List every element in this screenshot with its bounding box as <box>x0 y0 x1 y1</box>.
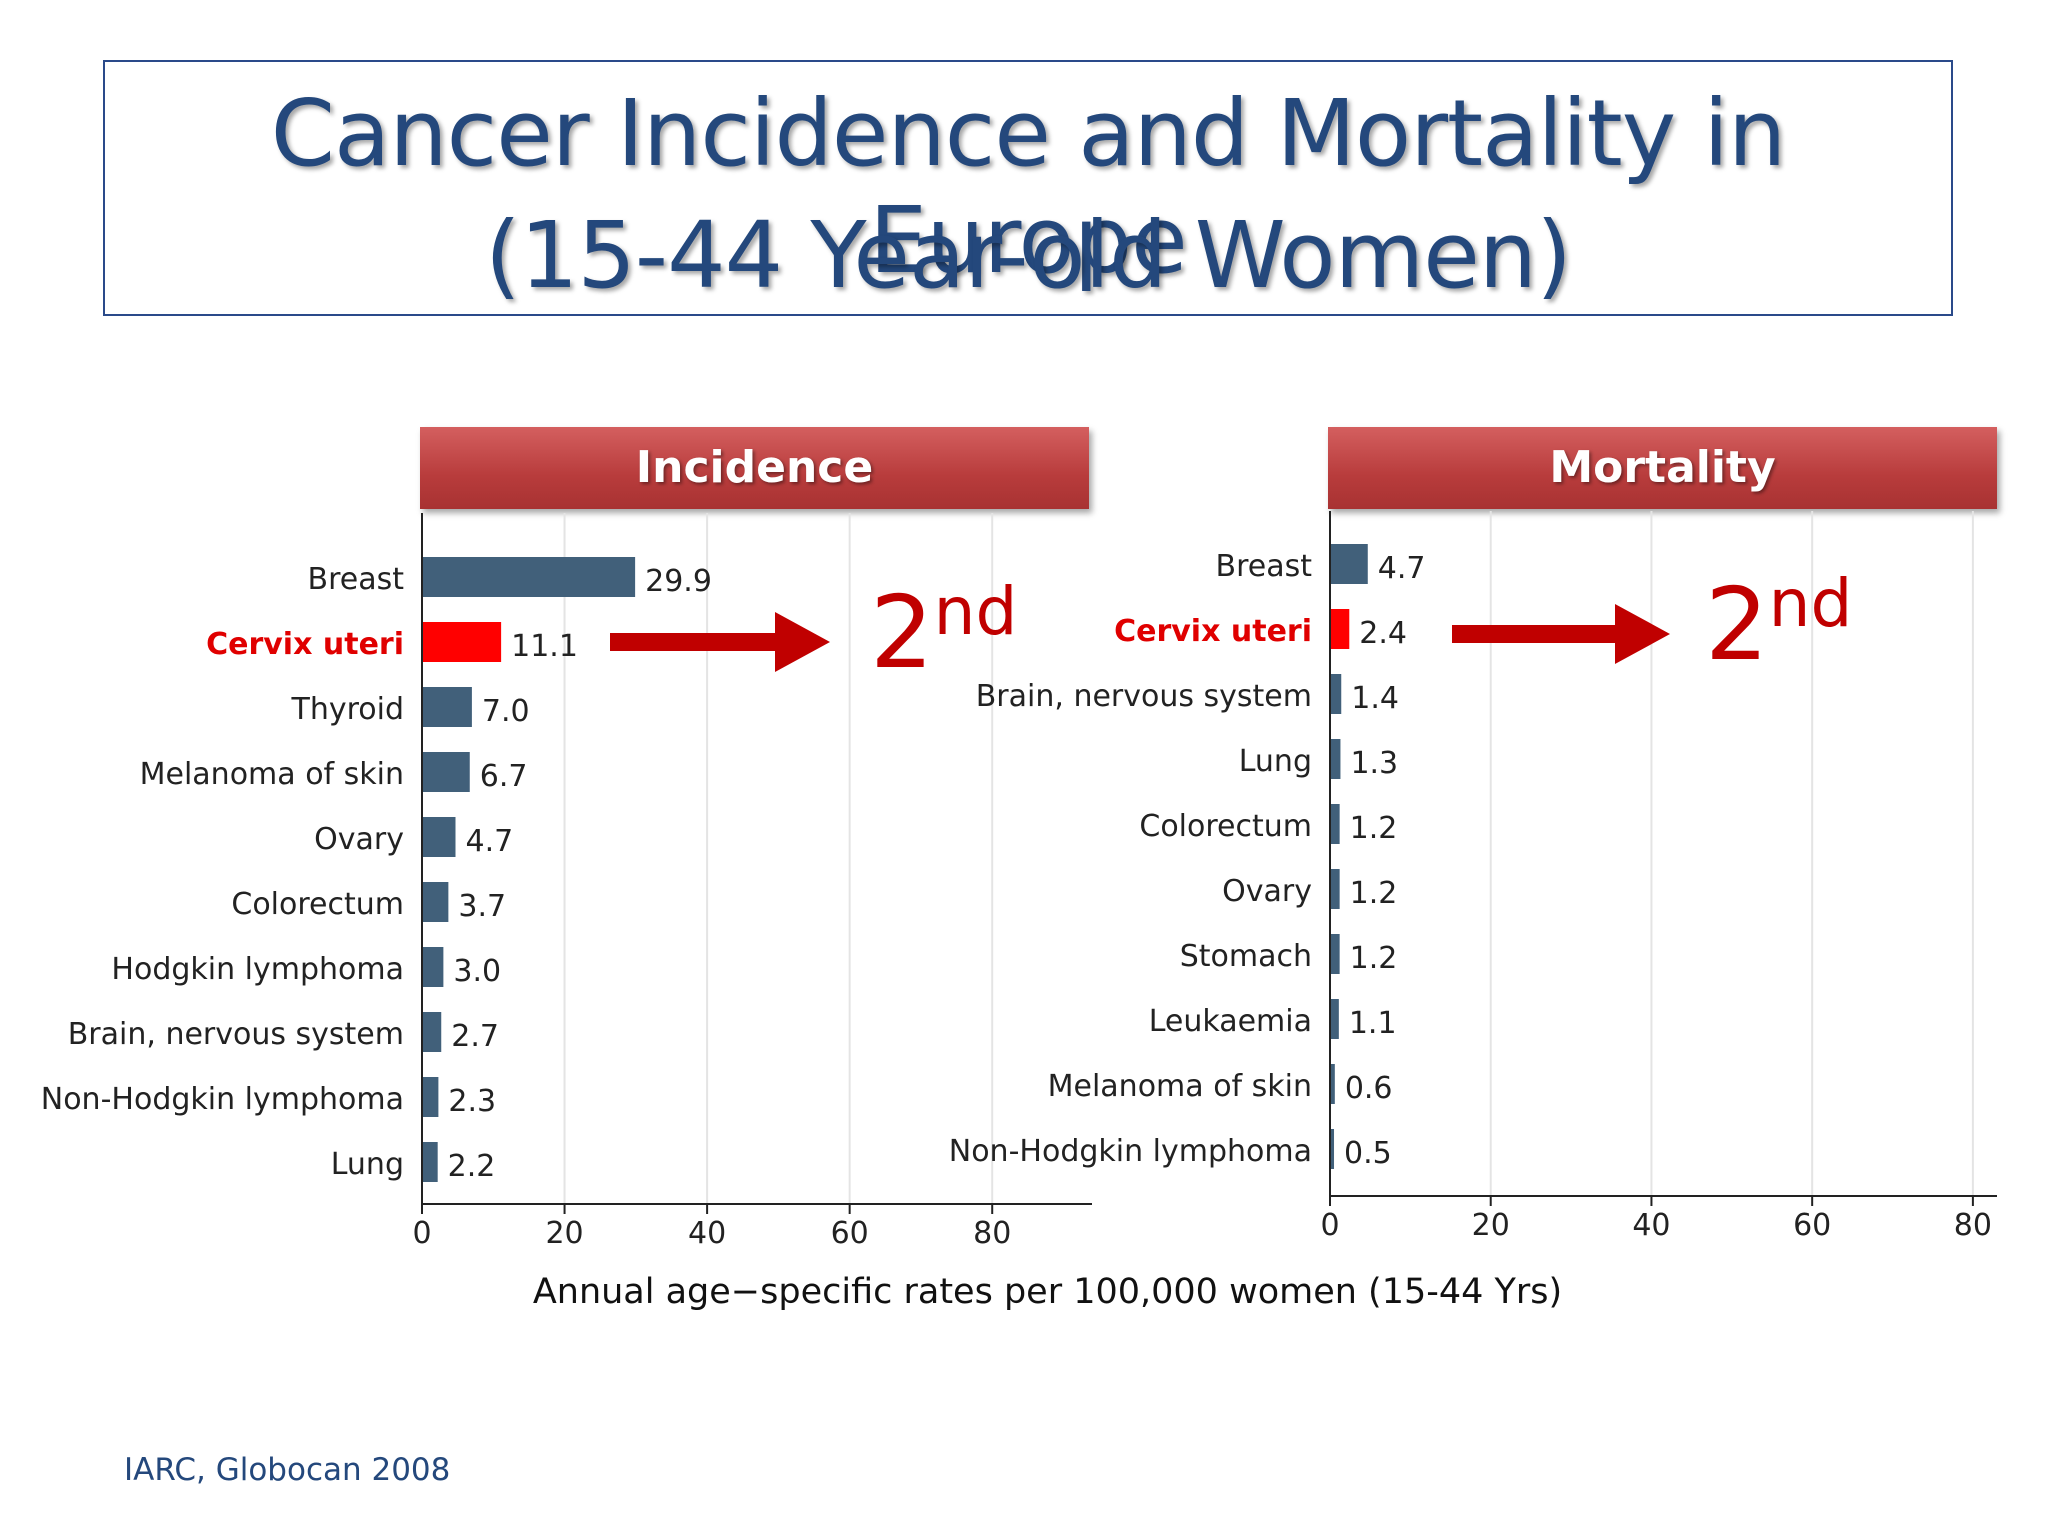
bar-leukaemia <box>1330 999 1339 1039</box>
mortality-rank-suffix: nd <box>1768 565 1853 642</box>
title-box: Cancer Incidence and Mortality in Europe… <box>103 60 1953 316</box>
value-label: 2.4 <box>1359 616 1407 651</box>
bar-ovary <box>1330 869 1340 909</box>
category-label: Non-Hodgkin lymphoma <box>41 1082 404 1117</box>
incidence-rank-suffix: nd <box>933 573 1018 650</box>
bar-hodgkin-lymphoma <box>422 947 444 987</box>
value-label: 1.2 <box>1350 811 1398 846</box>
category-label: Melanoma of skin <box>1048 1069 1312 1104</box>
mortality-arrow-head <box>1615 604 1670 664</box>
x-tick-label: 80 <box>973 1216 1011 1251</box>
incidence-arrow-head <box>775 612 830 672</box>
value-label: 1.4 <box>1351 681 1399 716</box>
category-label: Ovary <box>314 822 404 857</box>
value-label: 11.1 <box>511 629 578 664</box>
bar-brain-nervous-system <box>422 1012 442 1052</box>
category-label: Colorectum <box>1139 809 1312 844</box>
mortality-rank-number: 2 <box>1705 566 1769 683</box>
bar-brain-nervous-system <box>1330 674 1342 714</box>
category-label: Brain, nervous system <box>68 1017 404 1052</box>
x-tick-label: 80 <box>1954 1208 1992 1243</box>
x-tick-label: 60 <box>1793 1208 1831 1243</box>
x-tick-label: 20 <box>545 1216 583 1251</box>
value-label: 0.6 <box>1345 1071 1393 1106</box>
x-axis-label: Annual age−specific rates per 100,000 wo… <box>532 1272 1563 1312</box>
bar-thyroid <box>422 687 472 727</box>
incidence-rank-label: 2nd <box>870 579 1017 683</box>
rank-arrows <box>610 604 1670 672</box>
category-label: Lung <box>1239 744 1312 779</box>
category-label: Non-Hodgkin lymphoma <box>949 1134 1312 1169</box>
category-label: Cervix uteri <box>206 627 404 662</box>
category-label: Lung <box>331 1147 404 1182</box>
bar-colorectum <box>1330 804 1340 844</box>
bar-cervix-uteri <box>422 622 502 662</box>
source-citation: IARC, Globocan 2008 <box>124 1452 451 1488</box>
bar-breast <box>422 557 636 597</box>
bar-melanoma-of-skin <box>422 752 470 792</box>
value-label: 0.5 <box>1344 1136 1392 1171</box>
value-label: 7.0 <box>482 694 530 729</box>
value-label: 2.2 <box>448 1149 496 1184</box>
x-tick-label: 20 <box>1472 1208 1510 1243</box>
category-label: Ovary <box>1222 874 1312 909</box>
value-label: 1.3 <box>1350 746 1398 781</box>
category-label: Leukaemia <box>1149 1004 1312 1039</box>
category-label: Colorectum <box>231 887 404 922</box>
value-label: 1.2 <box>1350 876 1398 911</box>
bar-colorectum <box>422 882 449 922</box>
value-label: 4.7 <box>1378 551 1426 586</box>
mortality-banner: Mortality <box>1328 427 1997 509</box>
value-label: 29.9 <box>645 564 712 599</box>
mortality-arrow-shaft <box>1452 625 1620 643</box>
incidence-chart: Breast 29.9 Cervix uteri 11.1 Thyroid 7.0 Mela… <box>41 513 1092 1251</box>
incidence-rank-number: 2 <box>870 574 934 691</box>
category-label: Thyroid <box>291 692 405 727</box>
x-tick-label: 60 <box>831 1216 869 1251</box>
incidence-arrow-shaft <box>610 633 780 651</box>
value-label: 2.3 <box>448 1084 496 1119</box>
bar-non-hodgkin-lymphoma <box>1330 1129 1335 1169</box>
category-label: Cervix uteri <box>1114 614 1312 649</box>
bar-breast <box>1330 544 1368 584</box>
slide-title-line-2: (15-44 Year-old Women) <box>484 202 1572 309</box>
bar-melanoma-of-skin <box>1330 1064 1335 1104</box>
value-label: 1.1 <box>1349 1006 1397 1041</box>
category-label: Brain, nervous system <box>976 679 1312 714</box>
bar-stomach <box>1330 934 1340 974</box>
value-label: 3.0 <box>453 954 501 989</box>
bar-ovary <box>422 817 456 857</box>
value-label: 6.7 <box>480 759 528 794</box>
category-label: Stomach <box>1180 939 1312 974</box>
value-label: 4.7 <box>466 824 514 859</box>
x-tick-label: 0 <box>1320 1208 1339 1243</box>
category-label: Melanoma of skin <box>140 757 404 792</box>
category-label: Breast <box>1216 549 1313 584</box>
incidence-banner: Incidence <box>420 427 1089 509</box>
value-label: 3.7 <box>458 889 506 924</box>
x-tick-label: 40 <box>688 1216 726 1251</box>
x-tick-label: 40 <box>1632 1208 1670 1243</box>
category-label: Hodgkin lymphoma <box>111 952 404 987</box>
bar-lung <box>422 1142 438 1182</box>
x-tick-label: 0 <box>412 1216 431 1251</box>
value-label: 1.2 <box>1350 941 1398 976</box>
mortality-rank-label: 2nd <box>1705 571 1852 675</box>
bar-non-hodgkin-lymphoma <box>422 1077 439 1117</box>
category-label: Breast <box>308 562 405 597</box>
value-label: 2.7 <box>451 1019 499 1054</box>
bar-cervix-uteri <box>1330 609 1350 649</box>
bar-lung <box>1330 739 1341 779</box>
mortality-chart: Breast 4.7 Cervix uteri 2.4 Brain, nervous s… <box>949 511 1997 1243</box>
slide-title-line-1: Cancer Incidence and Mortality in Europe <box>270 80 1787 294</box>
